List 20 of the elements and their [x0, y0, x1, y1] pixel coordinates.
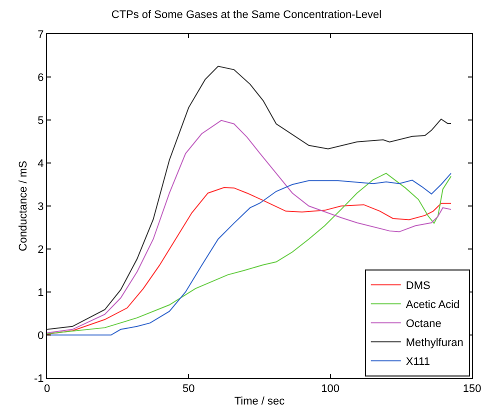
legend-label: DMS	[406, 280, 430, 292]
y-tick-label: 6	[38, 72, 44, 84]
y-tick-label: -1	[34, 372, 44, 385]
legend-label: X111	[406, 356, 430, 368]
y-tick-label: 4	[38, 158, 44, 170]
legend-label: Octane	[406, 318, 442, 330]
x-axis-title: Time / sec	[234, 395, 286, 408]
y-tick-label: 5	[38, 114, 44, 127]
y-tick-label: 3	[38, 200, 44, 213]
y-tick-label: 2	[38, 244, 44, 256]
chart-title: CTPs of Some Gases at the Same Concentration-Level	[111, 9, 382, 22]
legend-label: Methylfuran	[406, 337, 464, 350]
legend-label: Acetic Acid	[406, 299, 460, 312]
x-tick-label: 50	[182, 383, 195, 396]
x-tick-label: 150	[462, 383, 482, 396]
x-tick-label: 100	[321, 383, 340, 396]
y-axis-title: Conductance / mS	[18, 160, 30, 252]
y-tick-label: 0	[38, 330, 44, 342]
y-tick-label: 7	[38, 28, 44, 41]
y-tick-label: 1	[38, 286, 44, 299]
